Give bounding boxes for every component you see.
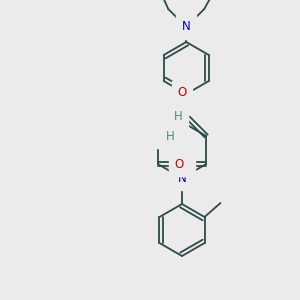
Text: N: N — [182, 20, 190, 34]
Text: N: N — [178, 172, 186, 184]
Text: O: O — [177, 86, 187, 100]
Text: O: O — [175, 158, 184, 170]
Text: N: N — [159, 130, 167, 142]
Text: H: H — [166, 130, 175, 142]
Text: O: O — [180, 158, 189, 170]
Text: H: H — [174, 110, 183, 122]
